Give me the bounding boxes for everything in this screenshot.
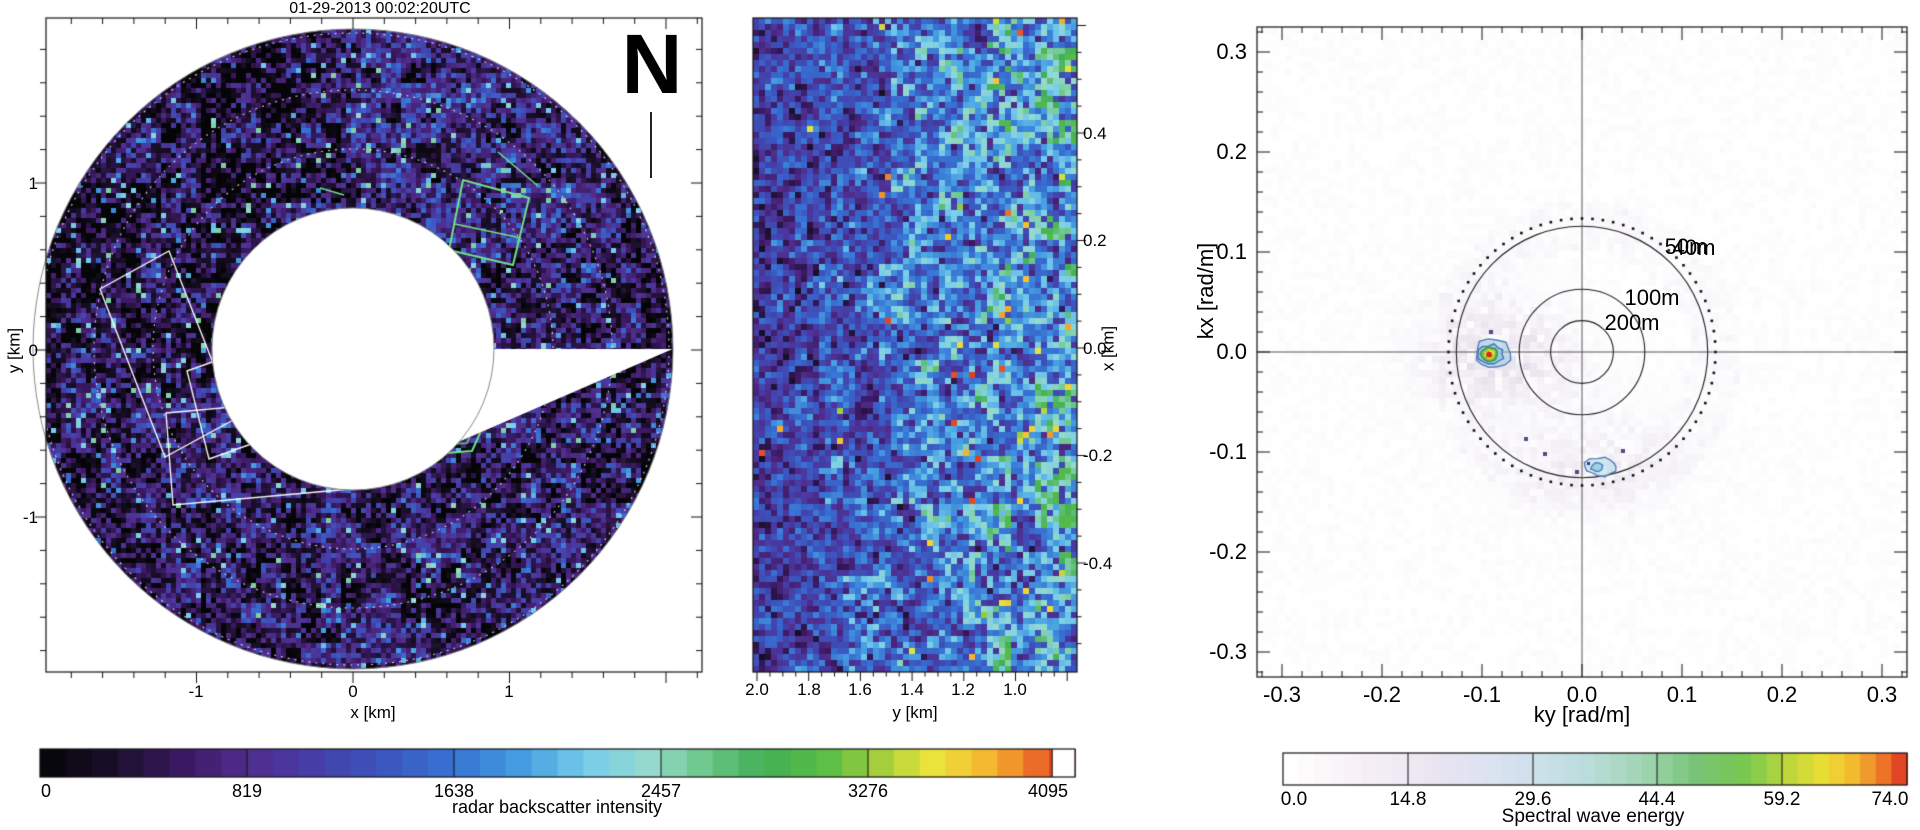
right-y-tick-1: 0.2: [1216, 139, 1247, 164]
ring-label-100m: 100m: [1624, 285, 1680, 310]
middle-x-tick-5: 1.0: [1003, 680, 1027, 699]
right-y-tick-6: -0.3: [1209, 639, 1247, 664]
ring-label-200m: 200m: [1604, 310, 1660, 335]
ring-label-50m: 50m: [1664, 234, 1708, 259]
ring-label-40m: 40m: [1672, 235, 1716, 260]
right-x-tick-3: 0.0: [1566, 682, 1598, 707]
left-cbar-tick-3: 2457: [640, 781, 682, 801]
left-colorbar-title: radar backscatter intensity: [451, 797, 663, 817]
north-line: [650, 112, 652, 178]
left-panel-title: 01-29-2013 00:02:20UTC: [289, 0, 471, 17]
left-cbar-tick-0: 0: [40, 781, 51, 801]
right-xaxis-title: ky [rad/m]: [1533, 702, 1631, 727]
middle-xaxis-title: y [km]: [892, 703, 938, 722]
middle-x-tick-3: 1.4: [900, 680, 924, 699]
left-x-tick-2: 1: [504, 682, 514, 701]
left-y-tick-0: 1: [28, 174, 38, 193]
right-cbar-tick-5: 74.0: [1871, 789, 1909, 810]
right-y-tick-2: 0.1: [1216, 239, 1247, 264]
right-cbar-tick-3: 44.4: [1638, 789, 1676, 810]
right-cbar-tick-1: 14.8: [1389, 789, 1427, 810]
left-xaxis-title: x [km]: [350, 703, 396, 722]
right-x-tick-0: -0.3: [1263, 682, 1301, 707]
right-x-tick-1: -0.2: [1363, 682, 1401, 707]
north-compass-label: N: [621, 17, 683, 111]
middle-y-tick-2: 0.0: [1083, 339, 1107, 358]
middle-x-tick-4: 1.2: [951, 680, 975, 699]
right-y-tick-0: 0.3: [1216, 39, 1247, 64]
right-cbar-tick-0: 0.0: [1280, 789, 1308, 810]
right-x-tick-5: 0.2: [1766, 682, 1798, 707]
left-cbar-tick-1: 819: [231, 781, 263, 801]
right-colorbar-title: Spectral wave energy: [1501, 806, 1685, 827]
middle-y-tick-1: 0.2: [1083, 231, 1107, 250]
right-cbar-tick-4: 59.2: [1763, 789, 1801, 810]
right-x-tick-2: -0.1: [1463, 682, 1501, 707]
right-x-tick-4: 0.1: [1666, 682, 1698, 707]
middle-x-tick-1: 1.8: [797, 680, 821, 699]
left-x-tick-0: -1: [188, 682, 204, 701]
right-x-tick-6: 0.3: [1866, 682, 1898, 707]
right-y-tick-3: 0.0: [1216, 339, 1247, 364]
middle-y-tick-3: -0.2: [1083, 446, 1113, 465]
left-cbar-tick-5: 4095: [1027, 781, 1069, 801]
middle-y-tick-0: 0.4: [1083, 124, 1107, 143]
left-cbar-tick-2: 1638: [433, 781, 475, 801]
left-y-tick-1: 0: [28, 341, 38, 360]
right-y-tick-5: -0.2: [1209, 539, 1247, 564]
middle-x-tick-0: 2.0: [745, 680, 769, 699]
right-cbar-tick-2: 29.6: [1514, 789, 1552, 810]
right-y-tick-4: -0.1: [1209, 439, 1247, 464]
left-y-tick-2: -1: [22, 508, 38, 527]
left-x-tick-1: 0: [348, 682, 358, 701]
middle-x-tick-2: 1.6: [848, 680, 872, 699]
left-cbar-tick-4: 3276: [847, 781, 889, 801]
middle-y-tick-4: -0.4: [1083, 554, 1113, 573]
